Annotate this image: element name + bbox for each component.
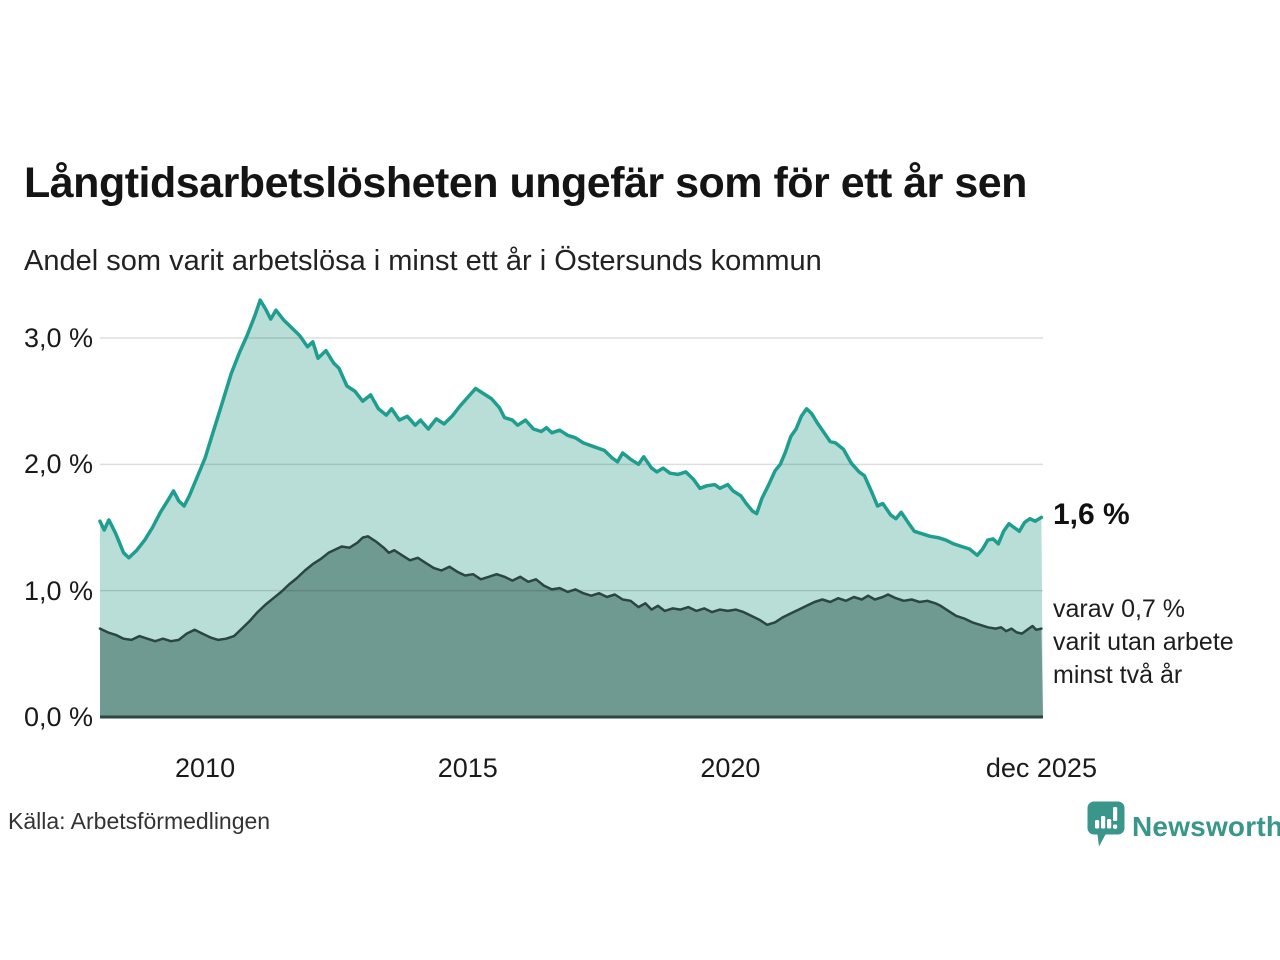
newsworthy-logo: Newsworthy	[1087, 801, 1280, 853]
x-axis-tick-label: dec 2025	[985, 753, 1097, 783]
latest-value-label: 1,6 %	[1053, 498, 1130, 532]
y-axis-tick-label: 1,0 %	[23, 575, 93, 606]
y-axis-tick-label: 3,0 %	[23, 323, 93, 353]
annotation-sub-label: varav 0,7 % varit utan arbete minst två …	[1053, 593, 1234, 692]
annotation-sub-line: varav 0,7 %	[1053, 594, 1186, 623]
annotation-sub-line: varit utan arbete	[1053, 627, 1234, 656]
newsworthy-wordmark: Newsworthy	[1132, 811, 1280, 842]
page-subtitle: Andel som varit arbetslösa i minst ett å…	[24, 245, 822, 277]
annotation-sub-line: minst två år	[1053, 660, 1183, 689]
y-axis-tick-label: 2,0 %	[23, 449, 93, 480]
x-axis-tick-label: 2015	[437, 753, 498, 783]
source-label: Källa: Arbetsförmedlingen	[8, 808, 271, 834]
newsworthy-icon	[1087, 801, 1125, 853]
x-axis-tick-label: 2010	[175, 753, 236, 783]
page-title: Långtidsarbetslösheten ungefär som för e…	[24, 158, 1027, 207]
x-axis-tick-label: 2020	[700, 753, 761, 783]
y-axis-tick-label: 0,0 %	[23, 702, 93, 732]
